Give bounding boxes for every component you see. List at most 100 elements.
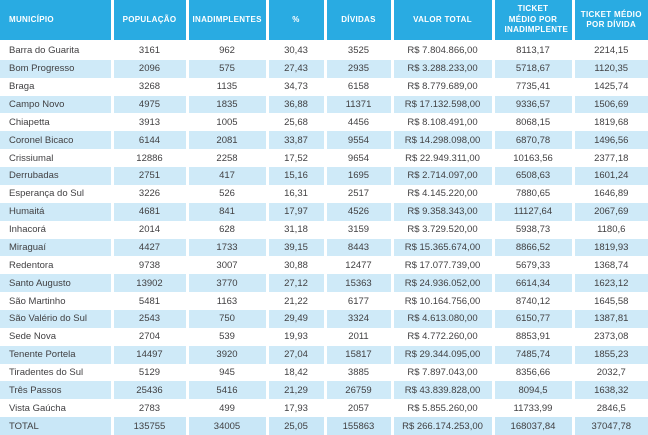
cell-valor-total: R$ 9.358.343,00	[392, 202, 495, 221]
cell-ticket-medio-por-inadimplente: 8740,12	[493, 292, 575, 310]
cell-dividas: 2011	[325, 327, 394, 346]
cell-ticket-medio-por-inadimplente: 5938,73	[493, 220, 575, 239]
cell-valor-total: R$ 8.108.491,00	[392, 113, 495, 132]
cell-dividas: 4526	[325, 202, 394, 221]
cell-municipio: Tenente Portela	[0, 345, 114, 364]
cell-dividas: 6158	[325, 77, 394, 96]
cell-ticket-medio-por-divida: 2067,69	[573, 202, 648, 221]
table-row: Santo Augusto 13902 3770 27,12 15363 R$ 24.93…	[0, 274, 648, 293]
cell-municipio: Barra do Guarita	[0, 41, 114, 60]
cell-ticket-medio-por-inadimplente: 10163,56	[493, 149, 575, 168]
table-row: Derrubadas 2751 417 15,16 1695 R$ 2.714.097,0…	[0, 167, 648, 185]
column-header-municipio: MUNICÍPIO	[0, 0, 114, 42]
cell-populacao: 2543	[112, 309, 189, 328]
cell-ticket-medio-por-divida: 1819,68	[594, 116, 629, 128]
cell-populacao: 6144	[112, 131, 189, 150]
cell-inadimplentes: 3007	[187, 256, 269, 275]
cell-municipio: Inhacorá	[0, 220, 114, 239]
cell-valor-total: R$ 4.613.080,00	[392, 309, 495, 328]
column-header-ticket-medio-por-inadimplente: TICKET MÉDIO POR INADIMPLENTE	[493, 0, 575, 42]
cell-ticket-medio-por-inadimplente: 8356,66	[493, 363, 575, 382]
cell-inadimplentes: 750	[187, 309, 269, 328]
cell-inadimplentes: 1733	[187, 238, 269, 257]
cell-populacao: 4681	[112, 202, 189, 221]
cell-percentual: 25,68	[267, 113, 327, 132]
cell-inadimplentes: 2081	[187, 131, 269, 150]
cell-populacao: 12886	[112, 149, 189, 168]
table-row: Bom Progresso 2096 575 27,43 2935 R$ 3.288.23…	[0, 59, 648, 78]
cell-ticket-medio-por-inadimplente: 6508,63	[493, 167, 575, 185]
table-row: Sede Nova 2704 539 19,93 2011 R$ 4.772.260,00…	[0, 327, 648, 346]
table-row: Três Passos 25436 5416 21,29 26759 R$ 43.839.…	[0, 381, 648, 400]
cell-populacao: 2096	[112, 59, 189, 78]
cell-municipio: Chiapetta	[0, 113, 114, 132]
cell-ticket-medio-por-inadimplente: 7880,65	[493, 184, 575, 203]
cell-valor-total: R$ 24.936.052,00	[392, 274, 495, 293]
cell-percentual: 33,87	[267, 131, 327, 150]
cell-ticket-medio-por-inadimplente: 11733,99	[493, 399, 575, 418]
cell-ticket-medio-por-divida: 2373,08	[594, 331, 629, 343]
total-cell-ticket-medio-por-divida: 37047,78	[573, 417, 648, 435]
cell-ticket-medio-por-inadimplente: 9336,57	[493, 95, 575, 114]
cell-percentual: 17,97	[267, 202, 327, 221]
table-row: São Martinho 5481 1163 21,22 6177 R$ 10.164.7…	[0, 292, 648, 310]
cell-dividas: 4456	[325, 113, 394, 132]
cell-ticket-medio-por-inadimplente: 6870,78	[493, 131, 575, 150]
cell-municipio: Crissiumal	[0, 149, 114, 168]
cell-ticket-medio-por-inadimplente: 5718,67	[493, 59, 575, 78]
cell-municipio: Tiradentes do Sul	[0, 363, 114, 382]
cell-ticket-medio-por-inadimplente: 8094,5	[493, 381, 575, 400]
column-header-ticket-medio-por-divida: TICKET MÉDIO POR DÍVIDA	[573, 0, 648, 42]
cell-populacao: 3226	[112, 184, 189, 203]
cell-percentual: 21,22	[267, 292, 327, 310]
cell-municipio: Santo Augusto	[0, 274, 114, 293]
cell-municipio: Humaitá	[0, 202, 114, 221]
cell-ticket-medio-por-divida: 2377,18	[594, 152, 629, 164]
cell-valor-total: R$ 29.344.095,00	[392, 345, 495, 364]
table-row: São Valério do Sul 2543 750 29,49 3324 R$ 4.6…	[0, 309, 648, 328]
cell-inadimplentes: 1005	[187, 113, 269, 132]
cell-percentual: 29,49	[267, 309, 327, 328]
table-header: MUNICÍPIO POPULAÇÃO INADIMPLENTES% DÍVIDAS V…	[0, 0, 648, 42]
cell-percentual: 16,31	[267, 184, 327, 203]
cell-populacao: 2704	[112, 327, 189, 346]
cell-municipio: Vista Gaúcha	[0, 399, 114, 418]
cell-valor-total: R$ 3.288.233,00	[392, 59, 495, 78]
cell-inadimplentes: 1163	[187, 292, 269, 310]
cell-percentual: 27,43	[267, 59, 327, 78]
cell-ticket-medio-por-divida: 1638,32	[573, 381, 648, 400]
cell-dividas: 26759	[325, 381, 394, 400]
total-cell-dividas: 155863	[325, 417, 394, 435]
cell-ticket-medio-por-inadimplente: 8853,91	[493, 327, 575, 346]
cell-municipio: São Martinho	[0, 292, 114, 310]
cell-valor-total: R$ 43.839.828,00	[392, 381, 495, 400]
table-row: Tenente Portela 14497 3920 27,04 15817 R$ 29.…	[0, 345, 648, 364]
cell-ticket-medio-por-inadimplente: 8068,15	[493, 113, 575, 132]
total-cell-valor-total: R$ 266.174.253,00	[392, 417, 495, 435]
cell-dividas: 8443	[325, 238, 394, 257]
cell-ticket-medio-por-divida: 1496,56	[573, 131, 648, 150]
cell-valor-total: R$ 5.855.260,00	[392, 399, 495, 418]
cell-ticket-medio-por-inadimplente: 6150,77	[493, 309, 575, 328]
cell-dividas: 15817	[325, 345, 394, 364]
cell-ticket-medio-por-divida: 2032,7	[596, 366, 626, 378]
cell-ticket-medio-por-divida: 1387,81	[573, 309, 648, 328]
cell-municipio: Coronel Bicaco	[0, 131, 114, 150]
cell-dividas: 3525	[325, 41, 394, 60]
cell-ticket-medio-por-divida: 1645,58	[594, 295, 629, 307]
cell-municipio: Sede Nova	[0, 327, 114, 346]
cell-inadimplentes: 5416	[187, 381, 269, 400]
table-row: Coronel Bicaco 6144 2081 33,87 9554 R$ 14.298…	[0, 131, 648, 150]
cell-dividas: 6177	[325, 292, 394, 310]
cell-dividas: 2517	[325, 184, 394, 203]
cell-dividas: 12477	[325, 256, 394, 275]
column-header-populacao: POPULAÇÃO	[112, 0, 189, 42]
cell-percentual: 18,42	[267, 363, 327, 382]
cell-ticket-medio-por-divida: 1819,93	[573, 238, 648, 257]
table-row: Crissiumal 12886 2258 17,52 9654 R$ 22.949.31…	[0, 149, 648, 168]
cell-populacao: 14497	[112, 345, 189, 364]
cell-ticket-medio-por-inadimplente: 11127,64	[493, 202, 575, 221]
table-row: Inhacorá 2014 628 31,18 3159 R$ 3.729.520,00 5…	[0, 220, 648, 239]
cell-ticket-medio-por-inadimplente: 6614,34	[493, 274, 575, 293]
